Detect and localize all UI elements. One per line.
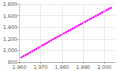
svg-text:1,800: 1,800 — [3, 1, 17, 7]
svg-text:1,200: 1,200 — [3, 36, 17, 42]
svg-text:800: 800 — [7, 59, 18, 65]
svg-text:1,600: 1,600 — [3, 13, 17, 19]
svg-text:1,960: 1,960 — [12, 64, 26, 70]
svg-text:1,970: 1,970 — [33, 64, 47, 70]
svg-text:1,980: 1,980 — [55, 64, 69, 70]
svg-text:1,990: 1,990 — [76, 64, 90, 70]
svg-text:1,000: 1,000 — [3, 47, 17, 53]
svg-text:2,000: 2,000 — [97, 64, 111, 70]
svg-text:1,400: 1,400 — [3, 24, 17, 30]
